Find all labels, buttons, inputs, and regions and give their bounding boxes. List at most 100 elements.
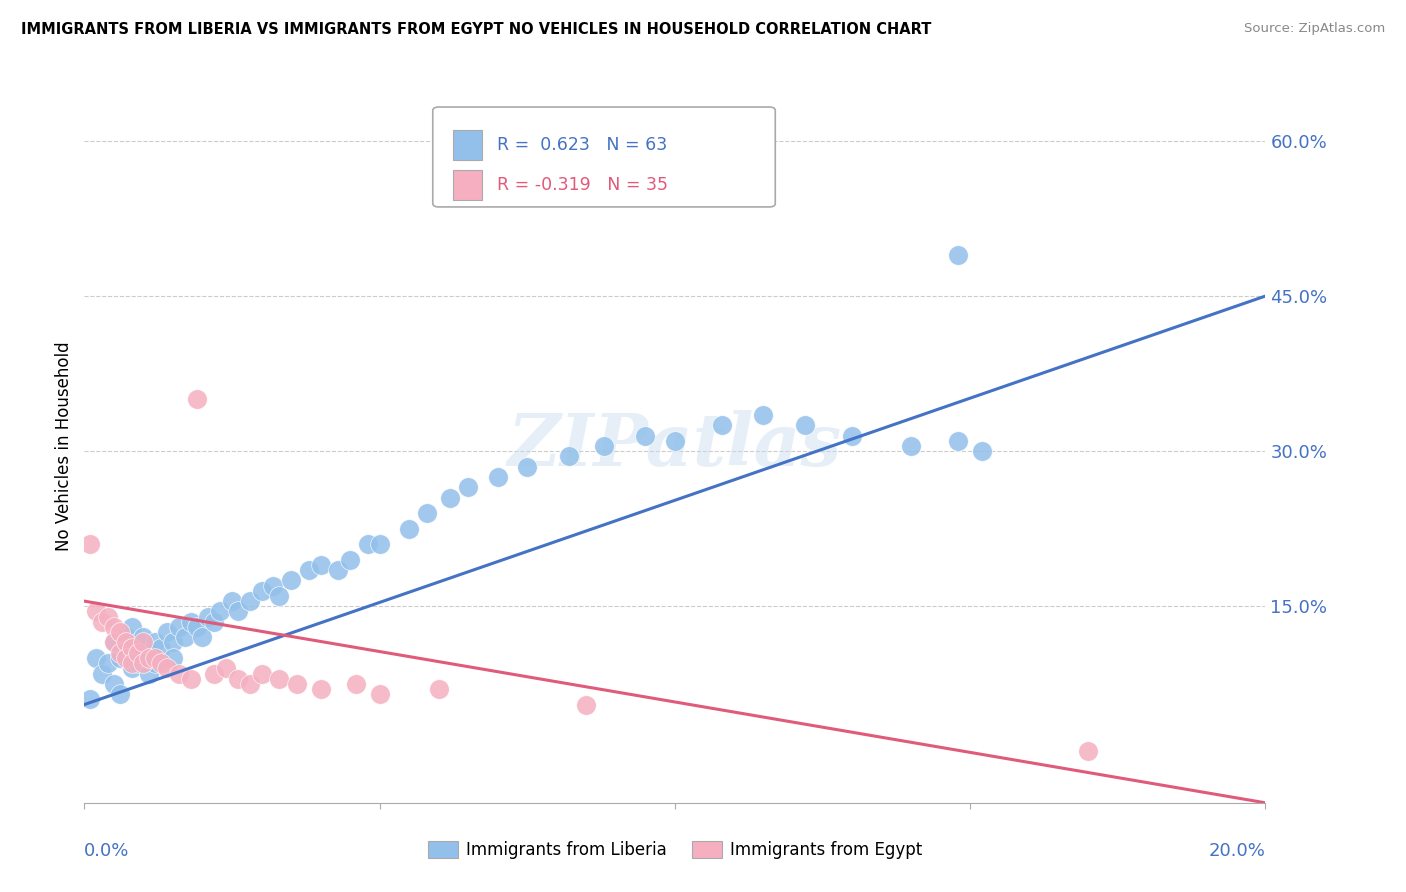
Point (262, 579, 284, 593)
Point (269, 589, 291, 603)
Text: Source: ZipAtlas.com: Source: ZipAtlas.com (1244, 22, 1385, 36)
Point (143, 635, 166, 649)
Point (132, 656, 155, 670)
Point (948, 434, 970, 448)
Point (344, 677, 367, 691)
Point (121, 620, 143, 634)
Point (127, 635, 149, 649)
Point (121, 640, 143, 655)
Point (108, 687, 131, 701)
Point (280, 574, 302, 588)
Point (439, 491, 461, 505)
Point (970, 444, 993, 458)
Point (173, 630, 195, 644)
Point (150, 656, 173, 670)
Point (132, 630, 155, 644)
Point (357, 537, 380, 551)
Text: 0.0%: 0.0% (84, 842, 129, 860)
Point (186, 620, 208, 634)
Point (221, 594, 243, 608)
Point (97, 609, 120, 624)
Point (103, 635, 125, 649)
Point (416, 506, 439, 520)
Point (114, 630, 136, 644)
Point (486, 470, 509, 484)
Point (793, 418, 815, 433)
Point (103, 620, 125, 634)
Point (138, 651, 160, 665)
Point (398, 522, 420, 536)
Point (309, 681, 332, 696)
FancyBboxPatch shape (433, 107, 775, 207)
Point (250, 583, 273, 598)
Text: IMMIGRANTS FROM LIBERIA VS IMMIGRANTS FROM EGYPT NO VEHICLES IN HOUSEHOLD CORREL: IMMIGRANTS FROM LIBERIA VS IMMIGRANTS FR… (21, 22, 931, 37)
Point (209, 605, 232, 619)
Point (103, 635, 125, 649)
Point (132, 635, 155, 649)
Point (457, 480, 479, 494)
FancyBboxPatch shape (453, 130, 482, 161)
Text: 20.0%: 20.0% (1209, 842, 1265, 860)
Point (167, 666, 190, 681)
Point (239, 677, 262, 691)
Y-axis label: No Vehicles in Household: No Vehicles in Household (55, 341, 73, 551)
Point (108, 646, 131, 660)
Point (634, 428, 657, 442)
Point (84, 651, 107, 665)
Point (202, 666, 225, 681)
Legend: Immigrants from Liberia, Immigrants from Egypt: Immigrants from Liberia, Immigrants from… (420, 834, 929, 866)
Point (162, 651, 184, 665)
Point (368, 687, 391, 701)
Text: R = -0.319   N = 35: R = -0.319 N = 35 (496, 176, 668, 194)
Point (900, 439, 922, 453)
Point (226, 672, 249, 686)
Point (309, 558, 332, 572)
Point (215, 661, 238, 675)
Point (250, 666, 273, 681)
Point (103, 677, 125, 691)
Point (711, 418, 734, 433)
Point (368, 537, 391, 551)
Point (143, 651, 166, 665)
Point (239, 594, 262, 608)
Point (91, 666, 114, 681)
Point (197, 609, 219, 624)
Point (150, 640, 173, 655)
Point (191, 630, 214, 644)
Point (84, 605, 107, 619)
Point (664, 434, 686, 448)
Text: R =  0.623   N = 63: R = 0.623 N = 63 (496, 136, 666, 154)
Text: ZIPatlas: ZIPatlas (508, 410, 842, 482)
Point (427, 681, 450, 696)
Point (79, 537, 101, 551)
Point (127, 656, 149, 670)
Point (575, 698, 598, 712)
Point (167, 620, 190, 634)
Point (156, 661, 179, 675)
Point (202, 615, 225, 629)
Point (97, 656, 120, 670)
Point (143, 656, 166, 670)
Point (948, 248, 970, 262)
FancyBboxPatch shape (453, 169, 482, 200)
Point (79, 692, 101, 706)
Point (156, 625, 179, 640)
Point (339, 553, 361, 567)
Point (752, 408, 775, 422)
Point (114, 635, 136, 649)
Point (841, 428, 863, 442)
Point (114, 646, 136, 660)
Point (138, 666, 160, 681)
Point (1077, 744, 1099, 758)
Point (516, 459, 538, 474)
Point (269, 672, 291, 686)
Point (127, 646, 149, 660)
Point (91, 615, 114, 629)
Point (285, 677, 308, 691)
Point (328, 563, 350, 577)
Point (121, 656, 143, 670)
Point (180, 672, 202, 686)
Point (138, 646, 160, 660)
Point (162, 635, 184, 649)
Point (186, 392, 208, 407)
